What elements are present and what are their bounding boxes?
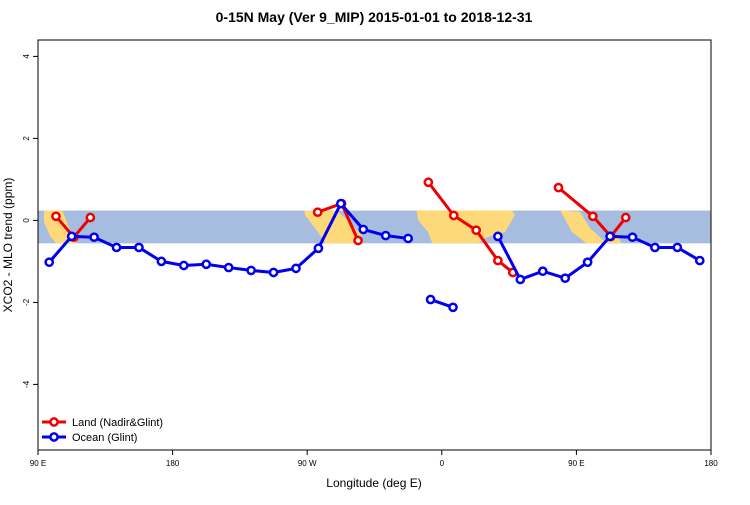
data-point (582, 257, 593, 268)
plot-frame (37, 39, 712, 451)
chart-title: 0-15N May (Ver 9_MIP) 2015-01-01 to 2018… (216, 9, 533, 25)
data-point (223, 262, 234, 273)
data-point (553, 182, 564, 193)
data-point (246, 265, 256, 276)
x-tick-label: 180 (166, 459, 180, 468)
data-point (605, 231, 615, 242)
data-point (403, 233, 413, 244)
data-point (358, 224, 369, 235)
data-point (471, 225, 482, 236)
data-point (353, 235, 363, 246)
data-point (672, 242, 683, 253)
y-tick-label: -2 (22, 298, 31, 306)
data-point (201, 259, 212, 270)
data-point (312, 207, 323, 218)
y-axis-label: XCO2 - MLO trend (ppm) (1, 178, 15, 313)
data-point (588, 211, 598, 222)
data-point (178, 260, 189, 271)
data-point (380, 230, 391, 241)
y-tick-label: 4 (22, 54, 31, 59)
x-tick-label: 90 E (568, 459, 584, 468)
data-point (111, 242, 122, 253)
legend-label: Ocean (Glint) (72, 432, 137, 444)
data-point (336, 198, 346, 209)
data-point (291, 263, 301, 274)
data-point (85, 212, 96, 223)
data-point (66, 231, 77, 242)
data-point (44, 257, 55, 268)
data-point (156, 256, 167, 267)
legend-label: Land (Nadir&Glint) (72, 417, 163, 429)
x-tick-label: 90 W (298, 459, 317, 468)
data-point (627, 232, 638, 243)
y-tick-label: -4 (22, 380, 31, 388)
data-point (313, 243, 324, 254)
y-tick-label: 0 (22, 218, 31, 223)
data-point (89, 232, 99, 243)
data-point (650, 242, 660, 253)
data-point (493, 255, 503, 266)
data-point (425, 294, 436, 305)
data-point (493, 231, 503, 242)
data-point (620, 212, 631, 223)
data-point (134, 242, 144, 253)
data-point (537, 266, 548, 277)
legend-marker (49, 432, 59, 442)
land-shape (416, 210, 515, 244)
y-tick-label: 2 (22, 136, 31, 141)
data-point (448, 210, 459, 221)
x-tick-label: 180 (704, 459, 718, 468)
land-shape (304, 210, 362, 244)
data-point (423, 177, 434, 188)
land-shape (560, 210, 622, 244)
data-point (694, 255, 705, 266)
data-point (268, 267, 279, 278)
data-point (448, 302, 458, 313)
data-point (51, 211, 61, 222)
x-tick-label: 90 E (30, 459, 46, 468)
legend-marker (49, 417, 59, 427)
x-axis-label: Longitude (deg E) (326, 476, 421, 490)
data-point (560, 273, 571, 284)
x-tick-label: 0 (440, 459, 445, 468)
data-point (515, 274, 526, 285)
